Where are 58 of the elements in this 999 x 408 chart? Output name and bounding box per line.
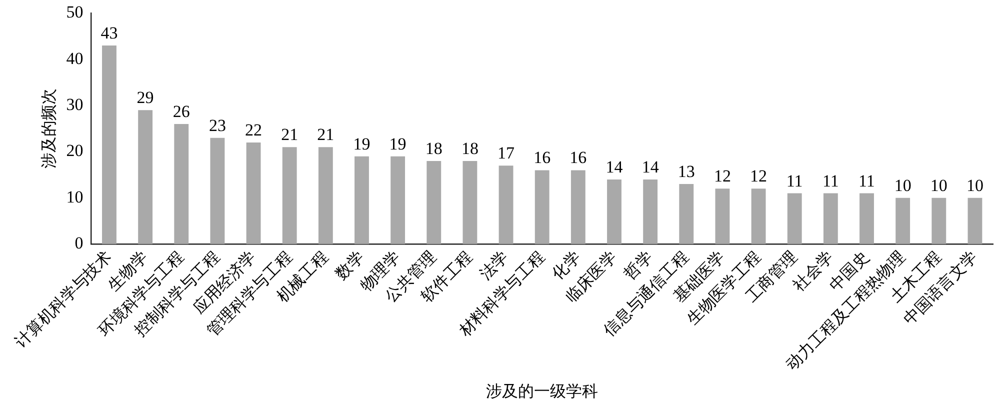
data-label: 19 bbox=[389, 134, 406, 154]
bar bbox=[896, 198, 910, 244]
y-axis-title: 涉及的频次 bbox=[40, 88, 58, 169]
y-tick-label: 20 bbox=[66, 141, 84, 160]
data-label: 18 bbox=[461, 138, 478, 158]
data-label: 23 bbox=[208, 116, 226, 135]
data-label: 11 bbox=[858, 171, 875, 190]
bar bbox=[138, 110, 153, 244]
bar bbox=[679, 184, 694, 244]
bar bbox=[354, 156, 369, 244]
y-tick-label: 0 bbox=[74, 234, 84, 253]
data-label: 26 bbox=[172, 102, 190, 121]
y-tick-label: 40 bbox=[66, 48, 84, 68]
y-tick-label: 50 bbox=[66, 2, 84, 22]
bar bbox=[751, 188, 766, 244]
bar bbox=[787, 193, 802, 244]
x-axis-title: 涉及的一级学科 bbox=[486, 382, 598, 401]
data-label: 12 bbox=[750, 166, 768, 186]
bar bbox=[932, 198, 946, 244]
data-label: 29 bbox=[136, 88, 154, 108]
data-label: 13 bbox=[678, 162, 695, 182]
bar bbox=[390, 156, 406, 244]
bar bbox=[282, 147, 297, 244]
y-tick-label: 10 bbox=[66, 187, 84, 206]
data-label: 43 bbox=[100, 23, 118, 42]
bar bbox=[823, 193, 838, 244]
bar bbox=[318, 147, 333, 244]
bar bbox=[498, 166, 514, 244]
bar bbox=[968, 198, 982, 244]
bar bbox=[102, 46, 116, 244]
bar bbox=[860, 193, 874, 244]
data-label: 11 bbox=[786, 171, 803, 190]
data-label: 14 bbox=[606, 157, 624, 176]
bar bbox=[715, 188, 730, 244]
data-label: 16 bbox=[534, 148, 551, 168]
data-label: 22 bbox=[245, 120, 262, 140]
bar bbox=[210, 138, 225, 244]
bar bbox=[607, 179, 622, 244]
data-label: 16 bbox=[570, 148, 587, 168]
data-label: 12 bbox=[714, 166, 731, 186]
bar bbox=[534, 170, 550, 244]
bar bbox=[174, 124, 189, 244]
data-label: 19 bbox=[353, 134, 370, 154]
data-label: 10 bbox=[930, 176, 948, 195]
bar bbox=[246, 142, 261, 244]
data-label: 17 bbox=[498, 144, 516, 163]
bar bbox=[426, 160, 442, 244]
y-tick-label: 30 bbox=[66, 95, 84, 114]
data-label: 21 bbox=[317, 125, 334, 144]
data-label: 21 bbox=[281, 125, 298, 144]
bar bbox=[570, 170, 586, 244]
data-label: 18 bbox=[425, 138, 442, 158]
data-label: 14 bbox=[642, 157, 660, 176]
data-label: 10 bbox=[966, 176, 984, 195]
data-label: 10 bbox=[894, 176, 912, 195]
bar bbox=[462, 160, 478, 244]
data-label: 11 bbox=[822, 171, 839, 190]
bar bbox=[643, 179, 658, 244]
